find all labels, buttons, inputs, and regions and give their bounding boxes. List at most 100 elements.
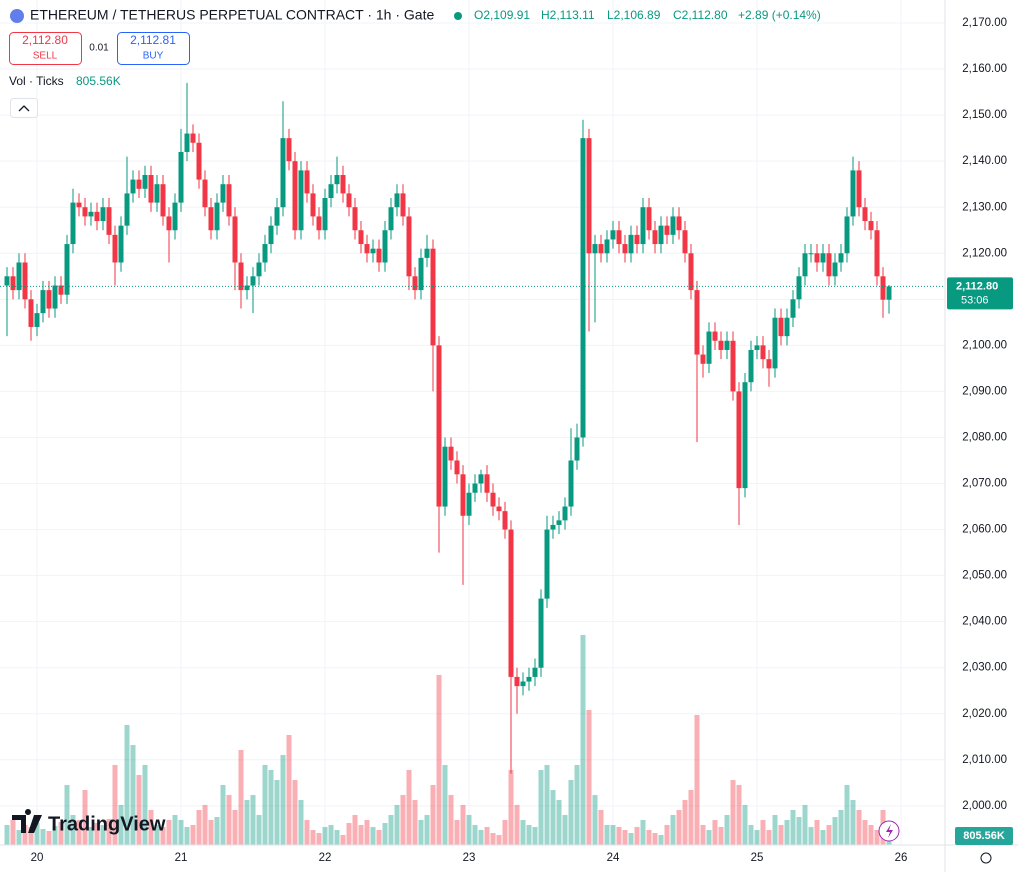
- volume-bar: [514, 805, 520, 845]
- candle-body: [532, 667, 538, 677]
- candle-body: [808, 253, 814, 255]
- candle-body: [508, 529, 514, 677]
- last-price-label: 2,112.80: [956, 280, 998, 292]
- candle-body: [274, 207, 280, 226]
- volume-bar: [58, 822, 64, 845]
- settings-icon[interactable]: [980, 852, 992, 864]
- y-tick-label: 2,170.00: [962, 17, 1007, 29]
- volume-bar: [808, 827, 814, 845]
- candle-body: [694, 290, 700, 355]
- y-tick-label: 2,070.00: [962, 478, 1007, 490]
- volume-bar: [208, 820, 214, 845]
- candle-body: [628, 234, 634, 254]
- candle-body: [190, 133, 196, 143]
- volume-bar: [376, 830, 382, 845]
- x-tick-label: 23: [463, 852, 476, 864]
- volume-bar: [394, 805, 400, 845]
- y-tick-label: 2,060.00: [962, 524, 1007, 536]
- y-tick-label: 2,010.00: [962, 754, 1007, 766]
- candle-body: [358, 230, 364, 245]
- sell-button[interactable]: [9, 32, 82, 65]
- collapse-button[interactable]: [10, 98, 38, 118]
- volume-bar: [106, 819, 112, 845]
- volume-bar: [538, 770, 544, 845]
- candle-body: [568, 460, 574, 507]
- candle-body: [226, 184, 232, 217]
- candle-body: [166, 216, 172, 231]
- candle-body: [760, 345, 766, 360]
- volume-bar: [466, 815, 472, 845]
- candle-body: [262, 244, 268, 263]
- volume-bar: [796, 817, 802, 845]
- volume-bar: [496, 835, 502, 845]
- last-price-box: [947, 277, 1013, 310]
- volume-legend: Vol · Ticks: [9, 74, 64, 88]
- volume-bar: [454, 820, 460, 845]
- countdown-label: 53:06: [961, 294, 989, 306]
- y-tick-label: 2,000.00: [962, 800, 1007, 812]
- candle-body: [478, 474, 484, 484]
- candle-body: [388, 207, 394, 231]
- volume-bar: [562, 815, 568, 845]
- candle-body: [316, 216, 322, 231]
- volume-bar: [850, 800, 856, 845]
- candle-body: [208, 207, 214, 231]
- candle-body: [118, 225, 124, 263]
- candle-body: [28, 299, 34, 327]
- volume-bar: [64, 785, 70, 845]
- volume-bar: [478, 830, 484, 845]
- volume-bar: [760, 820, 766, 845]
- candle-body: [544, 529, 550, 599]
- candle-body: [844, 216, 850, 254]
- volume-bar: [148, 810, 154, 845]
- candle-body: [184, 133, 190, 152]
- volume-bar: [592, 795, 598, 845]
- volume-bar: [640, 820, 646, 845]
- volume-bar: [508, 770, 514, 845]
- volume-bar: [418, 820, 424, 845]
- candle-body: [172, 202, 178, 231]
- candle-body: [214, 202, 220, 231]
- candle-body: [52, 285, 58, 309]
- volume-bar: [358, 825, 364, 845]
- volume-bar: [352, 815, 358, 845]
- candle-body: [502, 511, 508, 530]
- candle-body: [586, 138, 592, 254]
- x-tick-label: 21: [175, 852, 188, 864]
- candle-body: [10, 276, 16, 291]
- buy-button[interactable]: [117, 32, 190, 65]
- volume-bar: [172, 815, 178, 845]
- candle-body: [130, 179, 136, 194]
- y-tick-label: 2,080.00: [962, 431, 1007, 443]
- volume-bar: [52, 826, 58, 845]
- candle-body: [856, 170, 862, 208]
- volume-badge-text: 805.56K: [963, 830, 1005, 842]
- volume-bar: [586, 710, 592, 845]
- volume-bar: [70, 815, 76, 845]
- volume-bar: [838, 810, 844, 845]
- candle-body: [106, 207, 112, 235]
- candle-body: [460, 474, 466, 516]
- candle-body: [400, 193, 406, 217]
- volume-bar: [448, 795, 454, 845]
- candle-body: [862, 207, 868, 222]
- candle-body: [334, 174, 340, 185]
- volume-bar: [442, 765, 448, 845]
- volume-bar: [874, 830, 880, 845]
- candle-body: [256, 262, 262, 277]
- volume-bar: [622, 830, 628, 845]
- volume-bar: [274, 780, 280, 845]
- candle-body: [268, 225, 274, 245]
- candle-body: [148, 174, 154, 203]
- candle-body: [406, 216, 412, 277]
- volume-bar: [550, 790, 556, 845]
- candle-body: [550, 524, 556, 530]
- candle-body: [136, 179, 142, 189]
- candle-body: [814, 253, 820, 263]
- candle-body: [46, 290, 52, 309]
- y-tick-label: 2,050.00: [962, 570, 1007, 582]
- candle-body: [790, 299, 796, 318]
- volume-bar: [742, 805, 748, 845]
- candle-body: [718, 340, 724, 350]
- candle-body: [370, 248, 376, 254]
